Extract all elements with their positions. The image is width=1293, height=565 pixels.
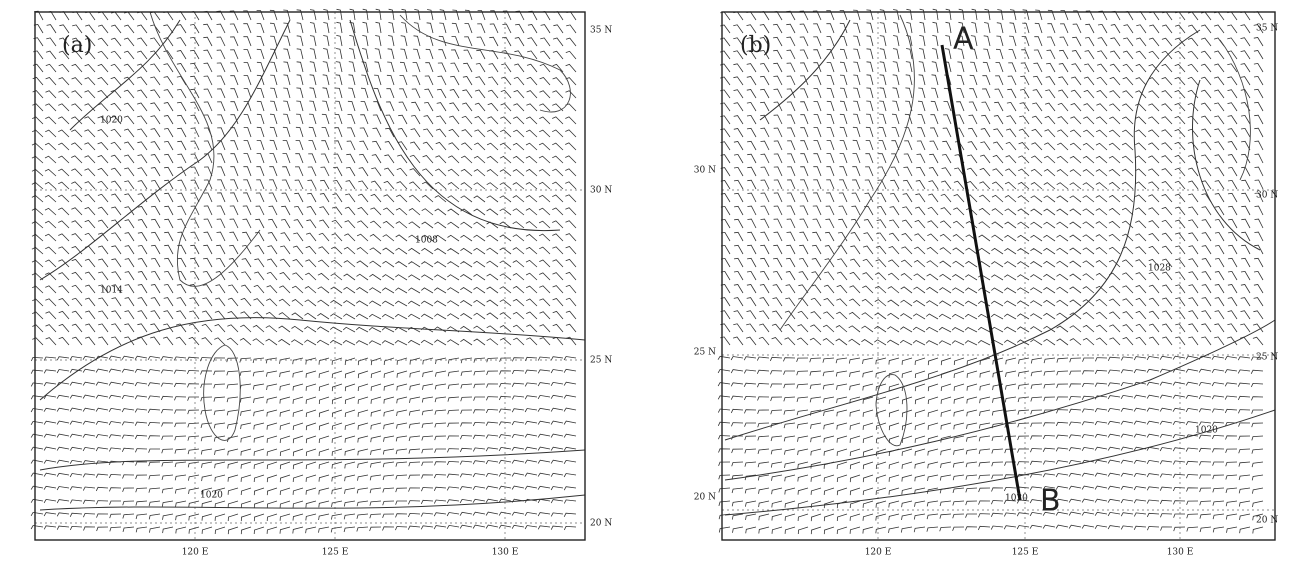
isobar — [725, 30, 1200, 440]
contour-label: 1020 — [1005, 494, 1028, 504]
coastline — [400, 15, 570, 112]
figure: (a) 120 E 125 E 130 E 35 N 30 N 25 N 20 … — [0, 0, 1293, 565]
lat-label: 20 N — [694, 493, 716, 503]
lat-label: 25 N — [1256, 353, 1278, 363]
lon-label: 125 E — [322, 548, 349, 558]
lat-label: 25 N — [694, 348, 716, 358]
isobar — [40, 450, 585, 470]
lat-label: 30 N — [590, 186, 612, 196]
isobar — [40, 495, 585, 510]
lat-label: 25 N — [590, 356, 612, 366]
coastline — [780, 15, 914, 330]
isobar — [760, 20, 850, 120]
panel-a: (a) 120 E 125 E 130 E 35 N 30 N 25 N 20 … — [31, 9, 612, 557]
panel-label: (a) — [62, 33, 92, 58]
contour-label: 1020 — [1195, 426, 1218, 436]
lon-label: 120 E — [865, 548, 892, 558]
section-start: A — [953, 22, 974, 57]
isobar — [1193, 80, 1261, 250]
wind-field — [718, 9, 1263, 534]
lon-label: 130 E — [492, 548, 519, 558]
lat-label: 20 N — [590, 519, 612, 529]
lat-label: 30 N — [694, 166, 716, 176]
lat-label: 35 N — [1256, 24, 1278, 34]
lat-label: 35 N — [590, 26, 612, 36]
panel-label: (b) — [740, 33, 771, 58]
taiwan — [204, 345, 241, 440]
lat-label: 20 N — [1256, 516, 1278, 526]
isobar — [40, 20, 290, 280]
contour-label: 1028 — [1148, 264, 1171, 274]
wind-barbs — [718, 9, 1263, 534]
cross-section-line — [942, 45, 1020, 500]
section-end: B — [1040, 484, 1061, 519]
contour-label: 1020 — [100, 116, 123, 126]
lon-label: 130 E — [1167, 548, 1194, 558]
lon-label: 125 E — [1012, 548, 1039, 558]
coastline — [1220, 40, 1250, 180]
contour-label: 1020 — [200, 491, 223, 501]
lon-label: 120 E — [182, 548, 209, 558]
contour-label: 1014 — [100, 286, 123, 296]
panel-b: (b) A B 120 E 125 E 130 E 30 N 25 N 20 N… — [694, 9, 1279, 557]
page: {"panels": [ {"label": "(a)", "lon_label… — [0, 0, 1293, 565]
lat-label: 30 N — [1256, 191, 1278, 201]
contour-label: 1008 — [415, 236, 438, 246]
